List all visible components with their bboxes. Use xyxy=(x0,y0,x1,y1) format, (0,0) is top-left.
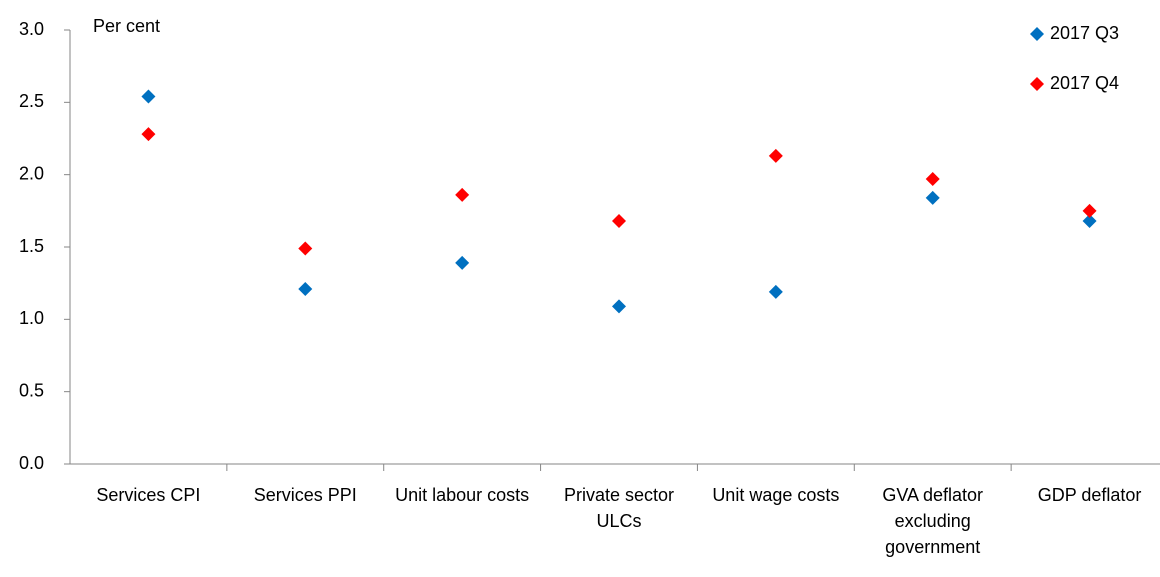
legend-label: 2017 Q4 xyxy=(1050,73,1119,93)
data-point xyxy=(768,284,783,299)
legend-marker xyxy=(1030,27,1044,41)
y-tick-label: 2.5 xyxy=(19,91,44,111)
y-tick-label: 2.0 xyxy=(19,163,44,183)
x-tick-label: Services PPI xyxy=(253,485,357,505)
legend-marker xyxy=(1030,77,1044,91)
data-point xyxy=(612,213,626,228)
y-tick-label: 1.5 xyxy=(19,236,44,256)
x-tick-label: GDP deflator xyxy=(1037,485,1142,505)
x-tick-label: Unit labour costs xyxy=(395,485,530,505)
data-point xyxy=(1082,213,1097,228)
x-tick-label: Unit wage costs xyxy=(712,485,840,505)
data-point xyxy=(925,172,940,187)
y-tick-label: 3.0 xyxy=(19,19,44,39)
data-point xyxy=(925,190,940,205)
data-point xyxy=(455,187,470,202)
data-point xyxy=(1082,203,1097,218)
y-tick-label: 0.5 xyxy=(19,380,44,400)
y-tick-label: 1.0 xyxy=(19,308,44,328)
x-tick-label: Private sector ULCs xyxy=(563,485,675,531)
data-point xyxy=(298,281,313,296)
data-point xyxy=(141,89,156,104)
data-point xyxy=(612,299,626,314)
data-point xyxy=(455,255,470,270)
data-point xyxy=(141,127,156,142)
x-tick-label: GVA deflator excluding government xyxy=(882,485,984,557)
legend-label: 2017 Q3 xyxy=(1050,23,1119,43)
y-tick-label: 0.0 xyxy=(19,453,44,473)
data-point xyxy=(298,241,313,256)
data-point xyxy=(768,148,783,163)
y-axis-label: Per cent xyxy=(93,16,160,36)
x-tick-label: Services CPI xyxy=(96,485,201,505)
